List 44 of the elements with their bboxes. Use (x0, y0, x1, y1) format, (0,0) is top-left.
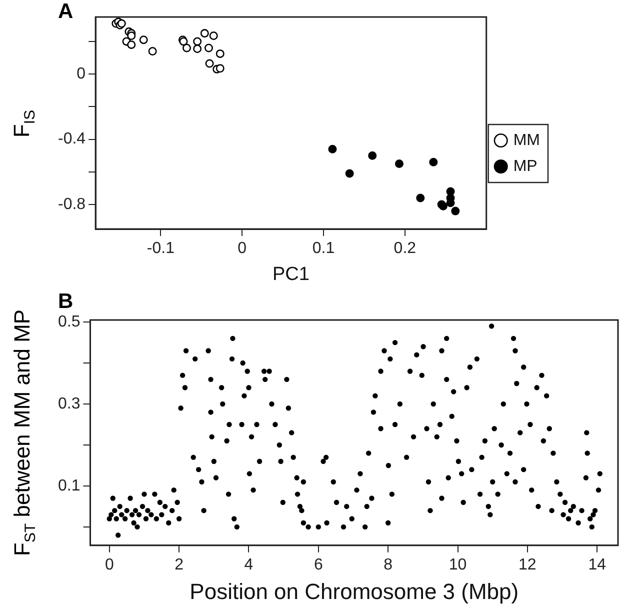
point (193, 37, 202, 46)
point (200, 29, 209, 38)
chart-title: A (58, 0, 74, 24)
point (205, 59, 214, 68)
point (148, 46, 157, 56)
point (394, 160, 404, 168)
x-tick-label: 8 (384, 556, 393, 574)
point (216, 49, 224, 58)
point (216, 64, 224, 73)
y-tick-label: 0.5 (58, 313, 80, 330)
x-tick-label: 12 (518, 556, 536, 574)
x-tick-label: 2 (174, 556, 184, 574)
x-tick-label: 0.1 (312, 240, 335, 258)
point (451, 206, 460, 216)
x-tick-label: 10 (448, 556, 467, 574)
x-axis-title: Position on Chromosome 3 (Mbp) (190, 578, 519, 604)
y-tick-label: 0.1 (58, 477, 80, 494)
point (429, 158, 438, 166)
point (139, 36, 148, 44)
point (182, 44, 191, 52)
x-tick-label: 0.2 (394, 240, 416, 258)
point (193, 44, 202, 54)
x-tick-label: 0 (238, 240, 247, 258)
x-axis-title: PC1 (272, 264, 310, 285)
point (416, 194, 425, 202)
point (209, 32, 218, 40)
point (368, 151, 377, 160)
y-tick-label: 0 (76, 65, 86, 82)
legend-label: MP (513, 158, 538, 175)
y-tick-label: -0.4 (58, 130, 86, 148)
x-tick-label: 0 (104, 556, 114, 574)
y-tick-label: -0.8 (58, 196, 86, 213)
x-tick-label: 6 (314, 556, 323, 574)
x-tick-label: 14 (588, 556, 606, 574)
x-tick-label: 4 (244, 556, 254, 574)
x-tick-label: -0.1 (146, 240, 175, 258)
point (127, 40, 136, 49)
chart-title: B (58, 290, 74, 314)
point (204, 44, 213, 52)
point (127, 32, 136, 40)
point (345, 169, 354, 178)
y-tick-label: 0.3 (58, 395, 80, 412)
legend-label: MM (513, 132, 540, 149)
point (328, 144, 337, 154)
